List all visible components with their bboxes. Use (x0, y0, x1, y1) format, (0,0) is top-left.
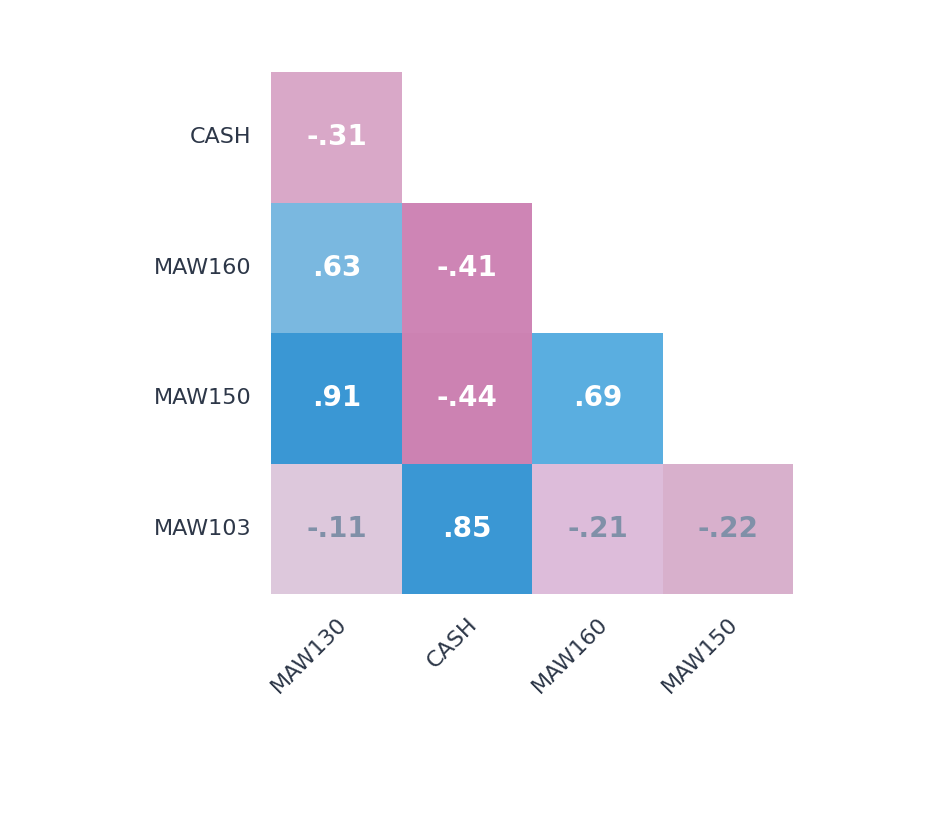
Text: -.41: -.41 (436, 254, 498, 282)
Bar (663, 464, 793, 594)
Bar (271, 72, 402, 202)
Text: -.11: -.11 (306, 515, 367, 543)
Bar (532, 464, 663, 594)
Text: MAW150: MAW150 (154, 389, 251, 409)
Text: .69: .69 (573, 385, 622, 412)
Text: -.22: -.22 (698, 515, 758, 543)
Bar (532, 334, 663, 464)
Text: MAW160: MAW160 (529, 614, 612, 697)
Text: MAW160: MAW160 (154, 258, 251, 278)
Bar (271, 202, 402, 334)
Text: .63: .63 (312, 254, 361, 282)
Bar (402, 464, 532, 594)
Bar (402, 334, 532, 464)
Text: MAW130: MAW130 (267, 614, 350, 697)
Text: MAW103: MAW103 (154, 519, 251, 539)
Text: CASH: CASH (191, 127, 251, 147)
Bar (402, 202, 532, 334)
Text: .85: .85 (443, 515, 491, 543)
Bar (271, 464, 402, 594)
Text: -.21: -.21 (567, 515, 628, 543)
Text: -.44: -.44 (436, 385, 498, 412)
Text: .91: .91 (312, 385, 361, 412)
Bar (271, 334, 402, 464)
Text: CASH: CASH (423, 614, 481, 671)
Text: MAW150: MAW150 (658, 614, 743, 697)
Text: -.31: -.31 (306, 124, 367, 151)
